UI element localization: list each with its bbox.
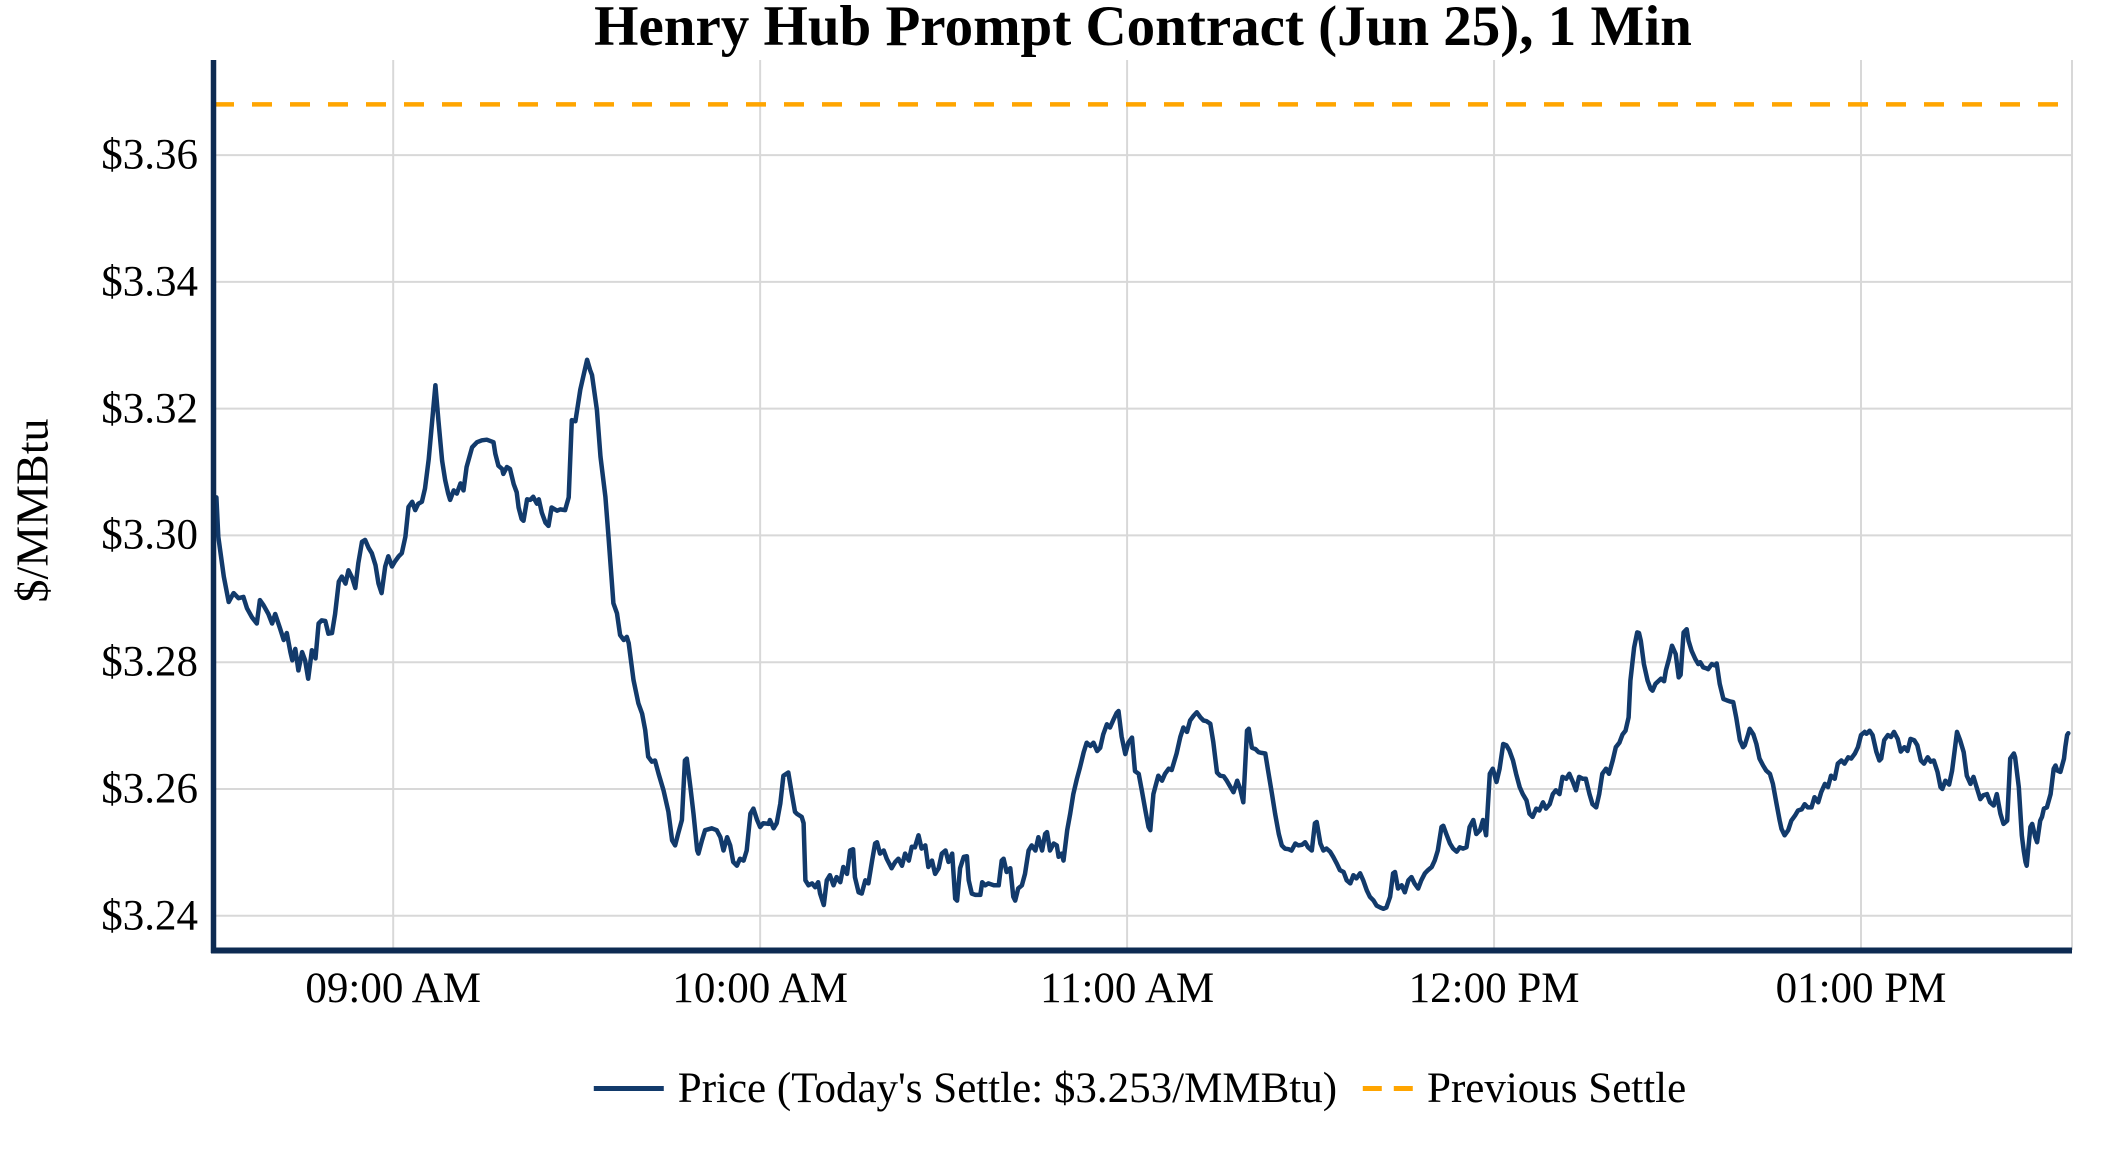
x-tick-label: 11:00 AM bbox=[1040, 965, 1215, 1012]
y-tick-label: $3.26 bbox=[101, 765, 198, 813]
legend-label-previous-settle: Previous Settle bbox=[1427, 1064, 1687, 1112]
y-tick-label: $3.30 bbox=[101, 511, 198, 559]
y-tick-label: $3.36 bbox=[101, 131, 198, 179]
y-tick-label: $3.24 bbox=[101, 892, 198, 940]
x-tick-label: 12:00 PM bbox=[1408, 965, 1580, 1012]
legend-label-price: Price (Today's Settle: $3.253/MMBtu) bbox=[677, 1064, 1338, 1112]
x-tick-label: 10:00 AM bbox=[672, 965, 848, 1012]
legend: Price (Today's Settle: $3.253/MMBtu) Pre… bbox=[593, 1062, 1687, 1114]
y-tick-label: $3.28 bbox=[101, 638, 198, 686]
y-tick-label: $3.32 bbox=[101, 385, 198, 433]
chart-title: Henry Hub Prompt Contract (Jun 25), 1 Mi… bbox=[594, 0, 1692, 58]
price-line-swatch bbox=[593, 1085, 664, 1091]
x-tick-label: 09:00 AM bbox=[305, 965, 481, 1012]
y-tick-label: $3.34 bbox=[101, 258, 198, 306]
x-tick-label: 01:00 PM bbox=[1775, 965, 1947, 1012]
previous-settle-dash-swatch bbox=[1363, 1085, 1414, 1091]
price-line bbox=[214, 357, 2071, 912]
